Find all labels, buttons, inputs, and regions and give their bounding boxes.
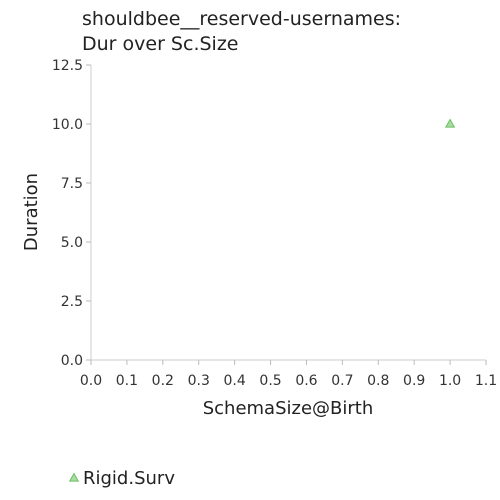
x-tick-label: 0.8 (367, 373, 389, 389)
x-tick-label: 0.6 (295, 373, 317, 389)
legend: Rigid.Surv (68, 468, 175, 489)
y-tick-label: 5.0 (61, 235, 83, 251)
x-tick-label: 1.0 (439, 373, 461, 389)
chart-title-line-2: Dur over Sc.Size (82, 33, 238, 55)
x-tick-label: 0.5 (259, 373, 281, 389)
y-tick-label: 2.5 (61, 294, 83, 310)
y-axis-label: Duration (21, 173, 42, 251)
y-axis-ticks: 0.0 2.5 5.0 7.5 10.0 12.5 (52, 58, 91, 369)
chart-title-line-1: shouldbee__reserved-usernames: (82, 8, 401, 30)
data-points (444, 118, 456, 128)
x-tick-label: 0.0 (80, 373, 102, 389)
x-axis-label: SchemaSize@Birth (203, 398, 374, 419)
legend-label-rigid-surv: Rigid.Surv (83, 468, 175, 489)
x-tick-label: 0.9 (403, 373, 425, 389)
y-tick-label: 10.0 (52, 117, 83, 133)
x-tick-label: 1.1 (475, 373, 497, 389)
x-tick-label: 0.2 (152, 373, 174, 389)
x-tick-label: 0.4 (224, 373, 246, 389)
x-axis-ticks: 0.0 0.1 0.2 0.3 0.4 0.5 0.6 0.7 0.8 0.9 1.0 1.1 (80, 360, 497, 389)
data-point-triangle (444, 118, 456, 128)
chart-title: shouldbee__reserved-usernames: Dur over … (82, 8, 401, 55)
x-tick-label: 0.3 (188, 373, 210, 389)
legend-marker-triangle (68, 472, 80, 482)
y-tick-label: 7.5 (61, 176, 83, 192)
y-tick-label: 0.0 (61, 353, 83, 369)
y-tick-label: 12.5 (52, 58, 83, 74)
x-tick-label: 0.7 (331, 373, 353, 389)
x-tick-label: 0.1 (116, 373, 138, 389)
